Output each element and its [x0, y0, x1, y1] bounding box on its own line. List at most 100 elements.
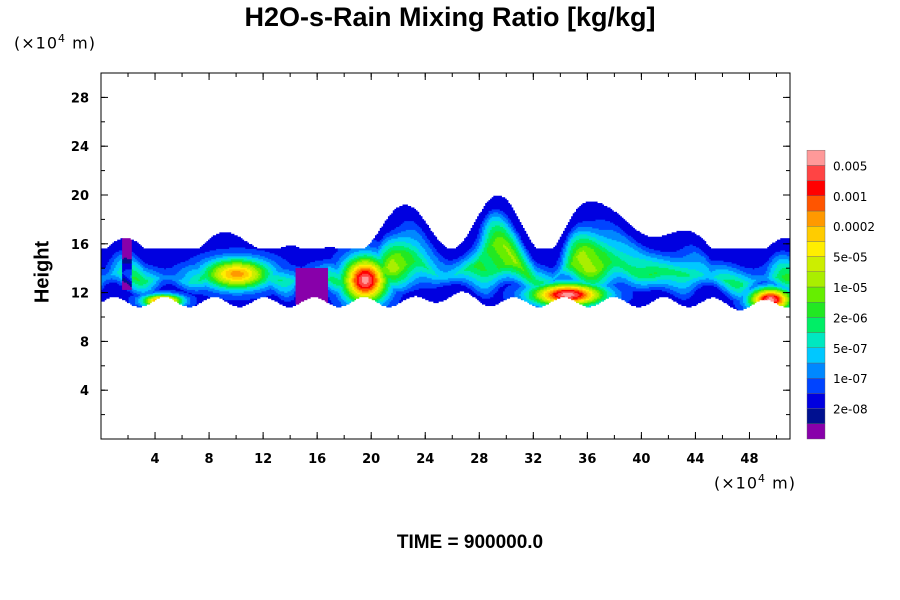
- contour-cell: [496, 285, 504, 287]
- contour-cell: [783, 298, 786, 301]
- contour-cell: [473, 222, 483, 225]
- contour-cell: [590, 246, 600, 249]
- contour-cell: [494, 292, 504, 295]
- contour-cell: [352, 273, 355, 276]
- contour-cell: [478, 245, 483, 248]
- contour-cell: [768, 271, 775, 274]
- contour-cell: [345, 260, 350, 263]
- contour-cell: [613, 277, 627, 280]
- contour-cell: [386, 273, 399, 276]
- contour-cell: [537, 266, 549, 268]
- contour-cell: [371, 263, 376, 266]
- contour-cell: [733, 270, 744, 273]
- contour-cell: [503, 214, 509, 217]
- contour-cell: [135, 299, 139, 302]
- contour-cell: [101, 295, 131, 298]
- contour-cell: [386, 305, 392, 308]
- contour-cell: [475, 239, 480, 242]
- contour-cell: [183, 301, 188, 304]
- contour-cell: [151, 299, 154, 302]
- contour-cell: [199, 271, 206, 274]
- contour-cell: [349, 254, 355, 257]
- contour-cell: [245, 276, 251, 279]
- contour-cell: [358, 285, 363, 287]
- contour-cell: [384, 233, 394, 236]
- contour-cell: [191, 268, 203, 271]
- contour-cell: [277, 263, 292, 266]
- contour-cell: [371, 280, 374, 283]
- contour-cell: [666, 290, 678, 293]
- contour-cell: [212, 263, 219, 266]
- contour-cell: [389, 296, 394, 299]
- contour-cell: [579, 270, 587, 273]
- contour-cell: [551, 276, 554, 279]
- contour-cell: [603, 266, 608, 268]
- contour-cell: [144, 261, 181, 264]
- contour-cell: [546, 296, 551, 299]
- contour-cell: [517, 266, 524, 268]
- contour-cell: [371, 252, 381, 255]
- contour-cell: [345, 283, 348, 286]
- contour-cell: [742, 283, 749, 286]
- contour-cell: [686, 298, 707, 301]
- contour-cell: [371, 273, 376, 276]
- contour-cell: [357, 292, 361, 295]
- contour-cell: [349, 274, 352, 277]
- contour-cell: [718, 285, 725, 287]
- contour-cell: [130, 274, 133, 277]
- contour-cell: [485, 203, 511, 206]
- contour-cell: [483, 225, 486, 227]
- contour-cell: [751, 298, 754, 301]
- contour-cell: [418, 282, 433, 285]
- contour-cell: [431, 273, 438, 276]
- contour-cell: [504, 227, 509, 230]
- contour-cell: [579, 205, 608, 208]
- contour-cell: [525, 258, 530, 261]
- contour-cell: [585, 270, 596, 273]
- contour-cell: [339, 287, 344, 290]
- contour-cell: [349, 271, 352, 274]
- contour-cell: [443, 261, 457, 264]
- contour-cell: [347, 271, 350, 274]
- contour-cell: [582, 266, 596, 268]
- contour-cell: [154, 290, 172, 293]
- contour-cell: [347, 274, 350, 277]
- contour-cell: [744, 266, 760, 268]
- contour-cell: [757, 296, 760, 299]
- contour-cell: [754, 292, 759, 295]
- contour-cell: [767, 298, 775, 301]
- contour-cell: [159, 271, 178, 274]
- contour-cell: [391, 238, 415, 241]
- contour-cell: [214, 260, 222, 263]
- contour-cell: [569, 219, 596, 222]
- contour-cell: [563, 232, 569, 235]
- contour-cell: [136, 305, 143, 308]
- contour-cell: [731, 266, 746, 268]
- contour-cell: [587, 255, 600, 258]
- contour-cell: [347, 299, 353, 302]
- contour-cell: [154, 293, 162, 296]
- contour-cell: [384, 263, 389, 266]
- contour-cell: [353, 267, 358, 270]
- contour-cell: [362, 276, 369, 279]
- contour-cell: [764, 289, 778, 292]
- contour-cell: [556, 289, 562, 292]
- contour-cell: [639, 257, 658, 260]
- contour-cell: [136, 286, 147, 289]
- contour-cell: [379, 267, 389, 270]
- contour-cell: [582, 203, 603, 206]
- contour-cell: [340, 289, 344, 292]
- contour-cell: [264, 280, 269, 283]
- contour-cell: [383, 235, 391, 238]
- contour-cell: [731, 261, 767, 264]
- contour-cell: [704, 251, 776, 254]
- contour-cell: [148, 296, 152, 299]
- contour-cell: [420, 257, 426, 260]
- contour-cell: [280, 293, 293, 296]
- contour-cell: [595, 292, 600, 295]
- contour-cell: [415, 251, 421, 254]
- contour-cell: [447, 258, 454, 261]
- contour-cell: [522, 251, 525, 254]
- contour-cell: [186, 299, 191, 302]
- contour-cell: [177, 271, 188, 274]
